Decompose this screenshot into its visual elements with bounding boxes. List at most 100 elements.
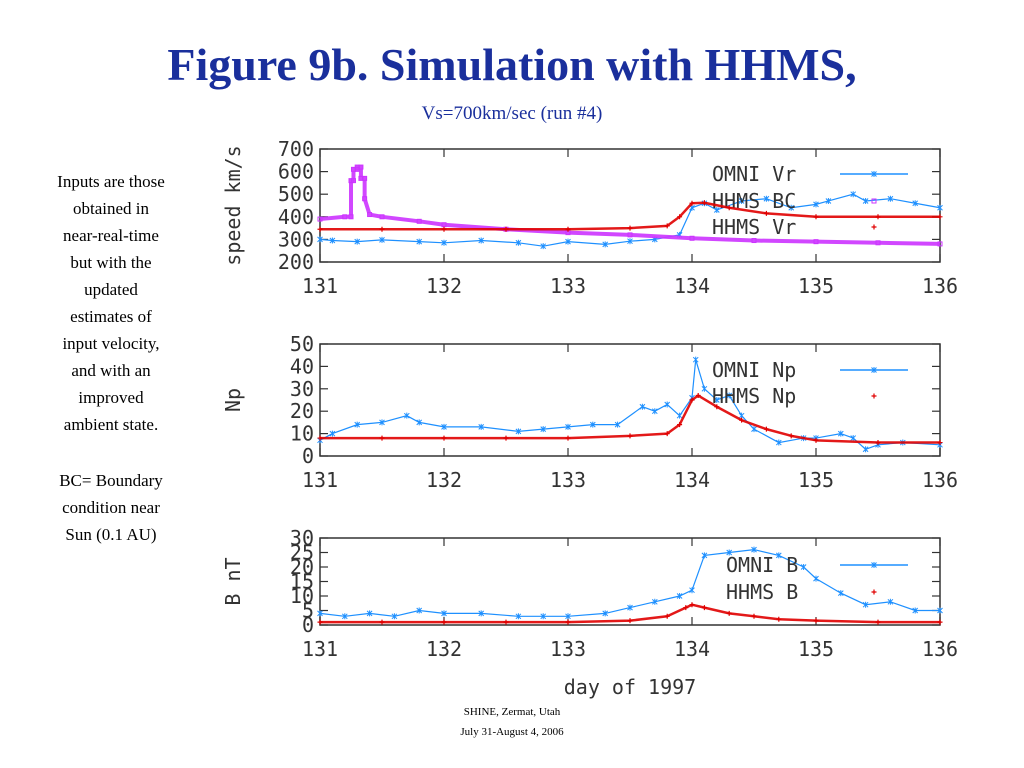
legend-marker: [871, 393, 877, 399]
data-point: [379, 435, 385, 441]
data-point: [354, 238, 361, 245]
data-point: [664, 613, 670, 619]
data-point: [825, 197, 832, 204]
x-tick-label: 131: [302, 637, 338, 661]
data-point: [875, 440, 881, 446]
data-point: [478, 610, 485, 617]
y-tick-label: 25: [290, 541, 314, 565]
data-point: [664, 431, 670, 437]
data-point: [837, 590, 844, 597]
data-point: [354, 421, 361, 428]
data-point: [478, 423, 485, 430]
data-point: [627, 433, 633, 439]
data-point: [887, 195, 894, 202]
data-point: [391, 613, 398, 620]
data-point: [416, 419, 423, 426]
y-tick-label: 5: [302, 599, 314, 623]
slide-subtitle: Vs=700km/sec (run #4): [421, 103, 603, 124]
data-point: [937, 440, 943, 446]
data-point: [776, 616, 782, 622]
legend-label: OMNI Np: [712, 358, 796, 382]
data-point: [441, 239, 447, 246]
data-point: [751, 546, 757, 553]
legend-marker: [871, 589, 877, 595]
x-tick-label: 134: [674, 468, 710, 492]
data-point: [317, 619, 323, 625]
note-line: Inputs are those: [57, 172, 165, 191]
y-tick-label: 50: [290, 332, 314, 356]
data-point: [714, 404, 720, 410]
x-tick-label: 134: [674, 274, 710, 298]
data-point: [478, 237, 485, 244]
y-tick-label: 300: [278, 227, 314, 251]
data-point: [739, 417, 745, 423]
data-point: [627, 618, 633, 624]
data-point: [800, 564, 807, 570]
note-line: condition near: [62, 498, 160, 517]
legend-label: HHMS Np: [712, 384, 796, 408]
x-tick-label: 131: [302, 468, 338, 492]
data-point: [689, 587, 695, 594]
legend-label: HHMS B: [726, 580, 798, 604]
y-tick-label: 20: [290, 555, 314, 579]
note-line: ambient state.: [63, 415, 159, 434]
x-tick-label: 135: [798, 637, 834, 661]
data-point: [503, 226, 509, 232]
series-line-omni: [319, 548, 940, 617]
data-point: [726, 610, 732, 616]
data-point: [713, 397, 720, 403]
data-point: [416, 238, 423, 245]
x-tick-label: 133: [550, 468, 586, 492]
y-tick-label: 30: [290, 377, 314, 401]
legend-label: OMNI Vr: [712, 162, 796, 186]
footer-dates: July 31-August 4, 2006: [460, 726, 564, 738]
data-point: [639, 403, 646, 410]
data-point: [441, 226, 447, 232]
note-line: Sun (0.1 AU): [65, 525, 157, 544]
data-point: [788, 433, 794, 439]
x-tick-label: 136: [922, 637, 958, 661]
data-point: [441, 619, 447, 625]
data-point: [379, 419, 385, 426]
data-point: [379, 236, 385, 243]
data-point: [627, 232, 633, 238]
data-point: [701, 385, 708, 392]
data-point: [937, 241, 943, 247]
data-point: [862, 601, 869, 608]
data-point: [912, 607, 919, 614]
y-axis-label: B nT: [221, 557, 245, 605]
data-point: [540, 426, 547, 433]
data-point: [379, 214, 385, 220]
data-point: [677, 214, 683, 220]
data-point: [692, 356, 699, 363]
data-point: [676, 593, 683, 599]
data-point: [837, 430, 844, 437]
data-point: [751, 426, 757, 433]
data-point: [441, 222, 447, 228]
x-tick-label: 132: [426, 274, 462, 298]
y-tick-label: 30: [290, 526, 314, 550]
x-tick-label: 131: [302, 274, 338, 298]
data-point: [348, 214, 354, 220]
data-point: [813, 575, 819, 582]
data-point: [416, 607, 423, 614]
data-point: [689, 397, 695, 403]
data-point: [676, 412, 683, 419]
note-line: updated: [84, 280, 138, 299]
legend-label: OMNI B: [726, 553, 798, 577]
data-point: [912, 200, 919, 207]
data-point: [937, 619, 943, 625]
bc-note: BC= Boundary condition near Sun (0.1 AU): [30, 467, 192, 548]
note-line: near-real-time: [63, 226, 159, 245]
data-point: [875, 214, 881, 220]
data-point: [627, 238, 633, 245]
note-line: input velocity,: [62, 334, 160, 353]
note-line: but with the: [70, 253, 152, 272]
x-tick-label: 132: [426, 468, 462, 492]
x-axis-label: day of 1997: [564, 675, 696, 699]
data-point: [627, 604, 633, 611]
y-tick-label: 15: [290, 570, 314, 594]
inputs-note: Inputs are those obtained in near-real-t…: [30, 168, 192, 438]
data-point: [317, 216, 323, 222]
